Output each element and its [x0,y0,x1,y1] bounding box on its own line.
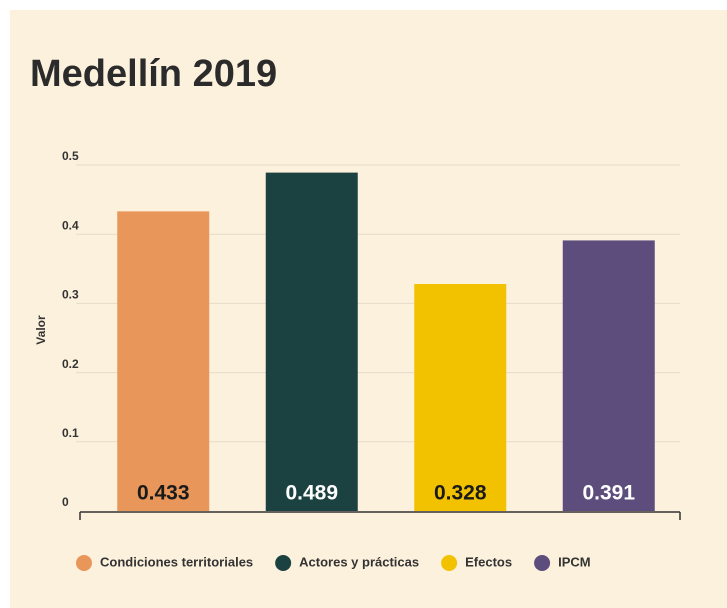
y-tick-label: 0.3 [62,288,79,302]
legend-marker [76,555,92,571]
value-label: 0.391 [582,482,635,505]
legend-marker [534,555,551,571]
value-label: 0.328 [434,482,487,505]
y-tick-label: 0.4 [62,218,79,232]
legend-label: IPCM [558,554,591,569]
bar [117,211,210,511]
y-tick-label: 0 [62,495,69,509]
y-axis-label: Valor [34,315,48,345]
value-label: 0.433 [137,482,190,505]
y-tick-label: 0.2 [62,357,79,371]
legend-label: Actores y prácticas [299,554,419,569]
legend-marker [441,555,458,571]
value-label: 0.489 [285,482,338,505]
bar [562,240,655,512]
bar [265,172,358,511]
chart-title: Medellín 2019 [30,53,277,95]
legend-label: Efectos [465,554,512,569]
y-tick-label: 0.5 [62,149,79,163]
bar [414,284,507,511]
legend-marker [275,555,292,571]
y-tick-label: 0.1 [62,426,79,440]
legend-label: Condiciones territoriales [100,554,253,569]
